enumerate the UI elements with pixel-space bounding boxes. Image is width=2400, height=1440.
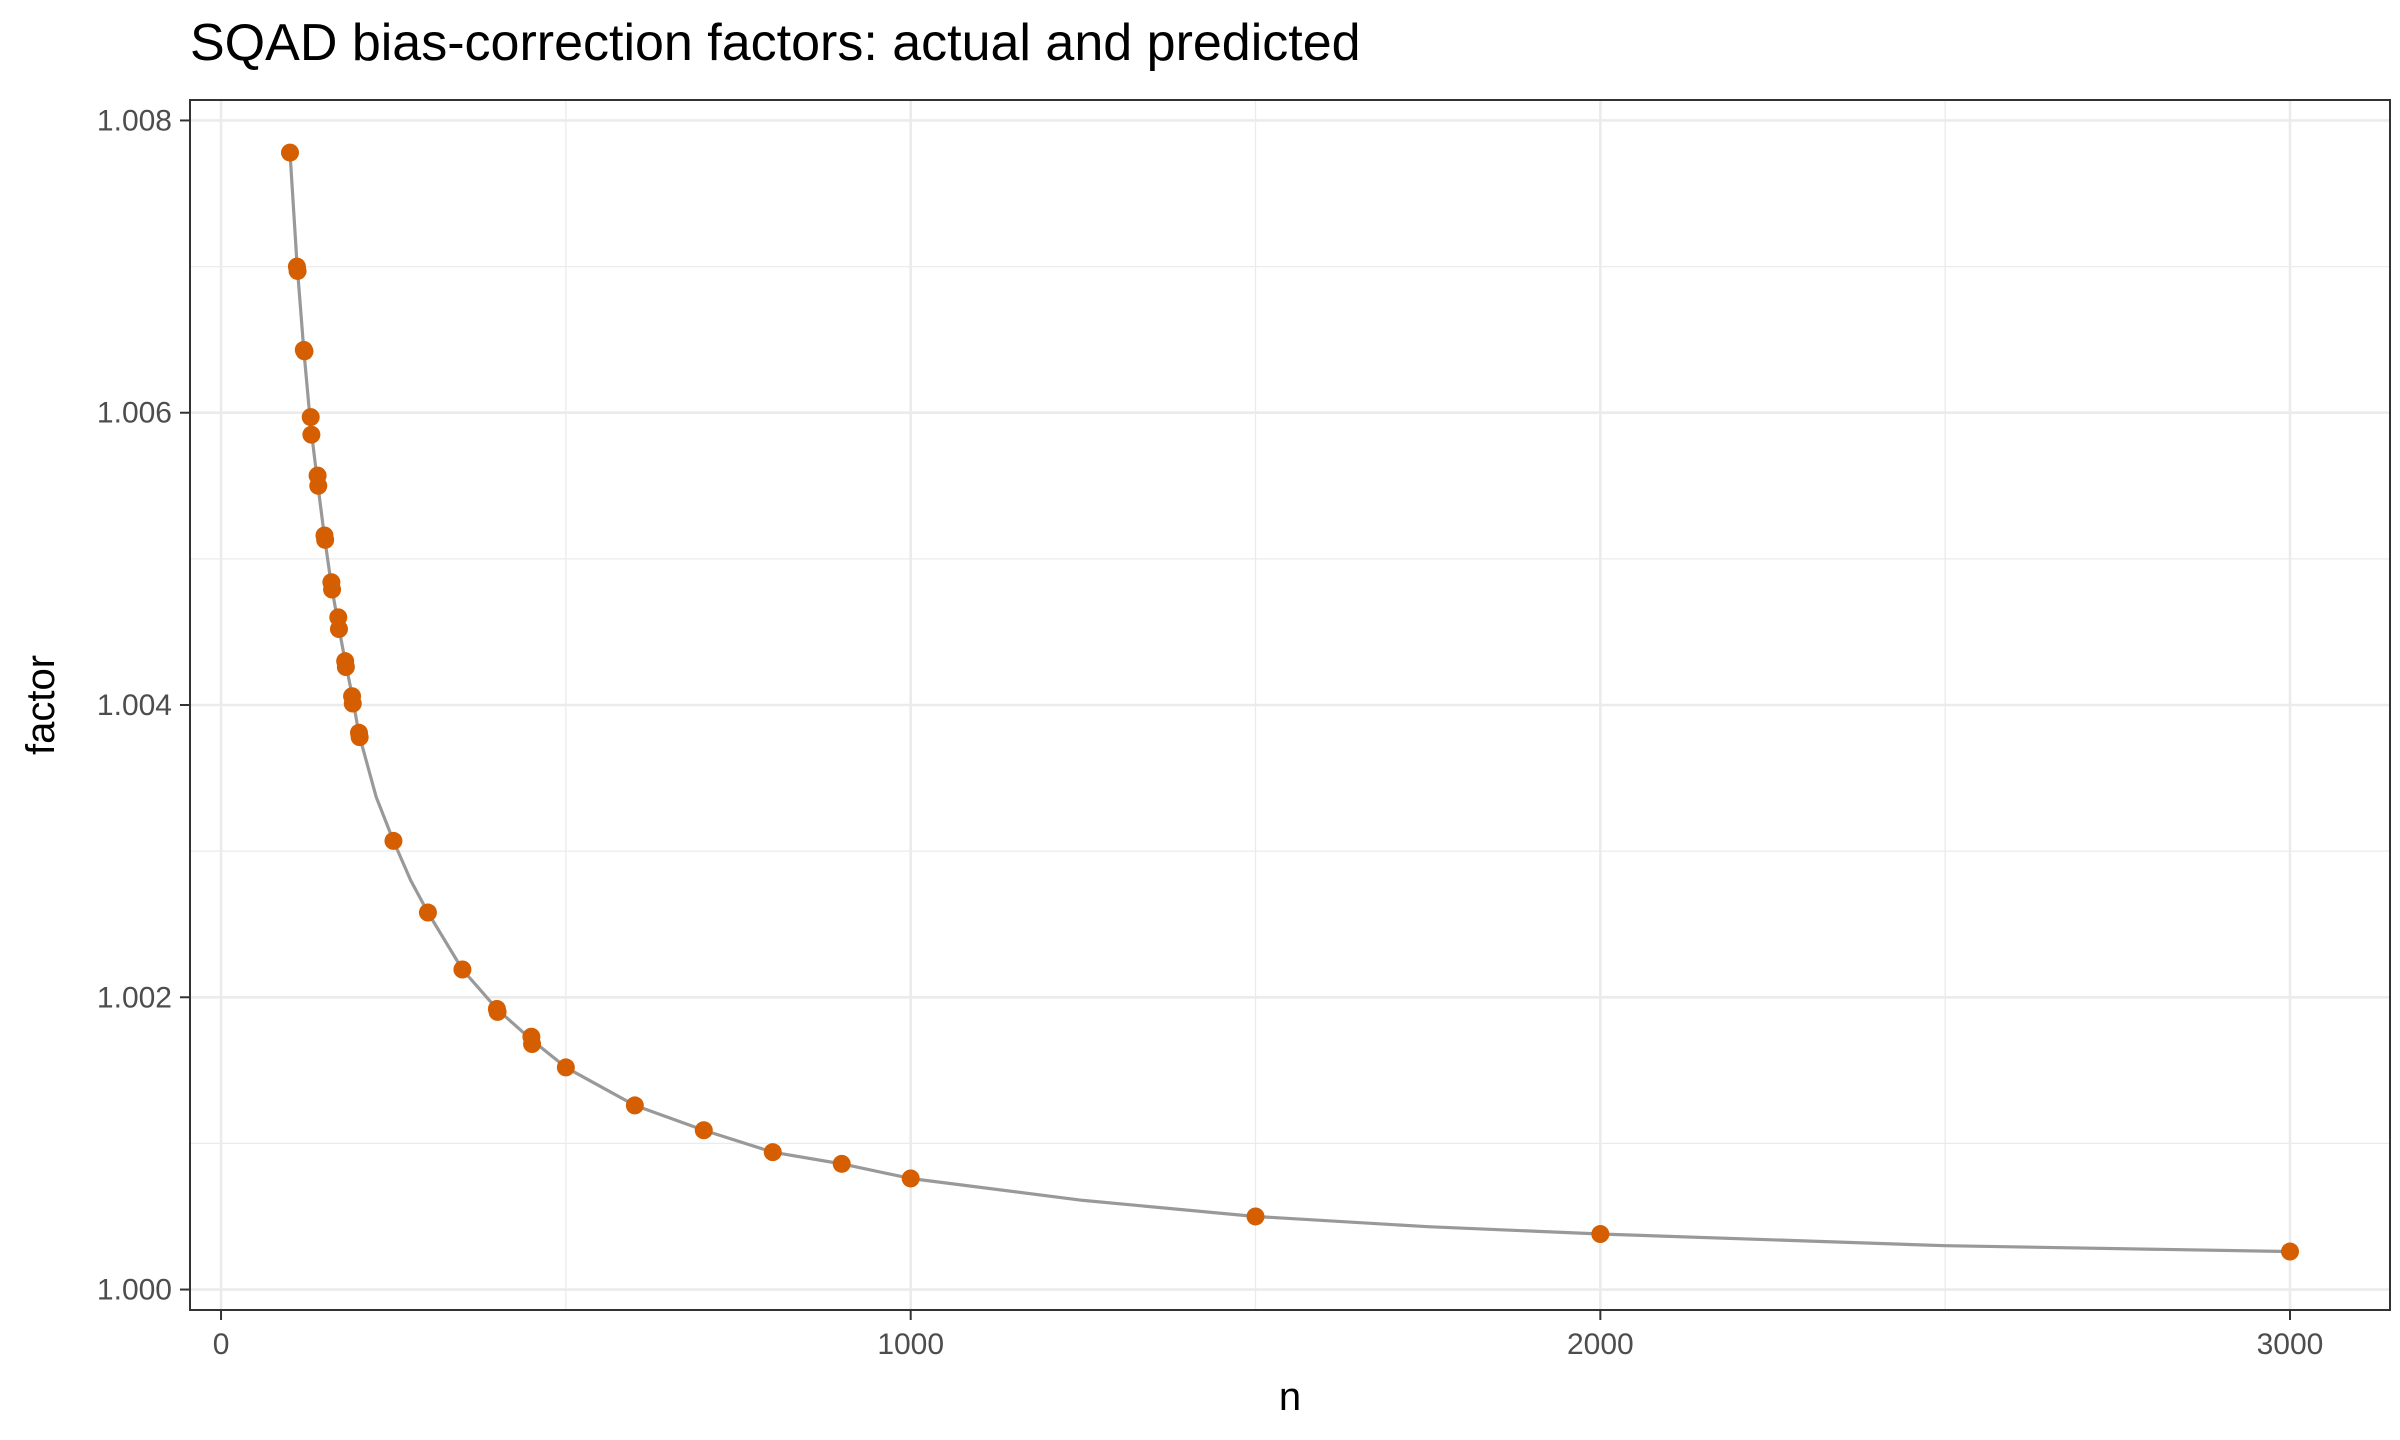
data-point [350,728,369,747]
data-points-layer [281,143,2299,1261]
data-point [302,425,321,444]
x-tick-label: 1000 [877,1328,944,1361]
data-point [694,1121,713,1140]
data-point [281,143,299,162]
data-point [453,960,472,979]
x-tick-label: 3000 [2257,1328,2324,1361]
data-point [2281,1242,2299,1261]
x-axis: 0 1000 2000 3000 [213,1310,2324,1361]
data-point [1591,1225,1610,1244]
x-tick-label: 0 [213,1328,230,1361]
x-axis-title: n [1279,1375,1301,1419]
y-tick-label: 1.000 [97,1274,172,1307]
data-point [384,831,403,850]
data-point [309,476,328,495]
data-point [832,1154,851,1173]
data-point [336,658,355,676]
data-point [901,1169,920,1188]
major-gridlines [190,100,2390,1310]
data-point [418,903,437,922]
data-point [556,1058,575,1077]
data-point [316,530,335,549]
chart-title: SQAD bias-correction factors: actual and… [190,14,1361,72]
data-point [301,408,320,427]
data-point [1246,1207,1265,1226]
data-point [523,1035,542,1054]
y-tick-label: 1.008 [97,104,172,137]
x-tick-label: 2000 [1567,1328,1634,1361]
y-tick-label: 1.002 [97,981,172,1014]
data-point [343,694,362,713]
data-point [488,1002,507,1021]
data-point [288,261,307,280]
data-point [625,1096,644,1115]
data-point [323,580,342,599]
y-axis-title: factor [19,655,63,755]
data-point [329,620,348,639]
y-tick-label: 1.006 [97,397,172,430]
data-point [295,342,314,361]
y-axis: 1.000 1.002 1.004 1.006 1.008 [97,104,190,1307]
data-point [763,1143,782,1162]
y-tick-label: 1.004 [97,689,172,722]
